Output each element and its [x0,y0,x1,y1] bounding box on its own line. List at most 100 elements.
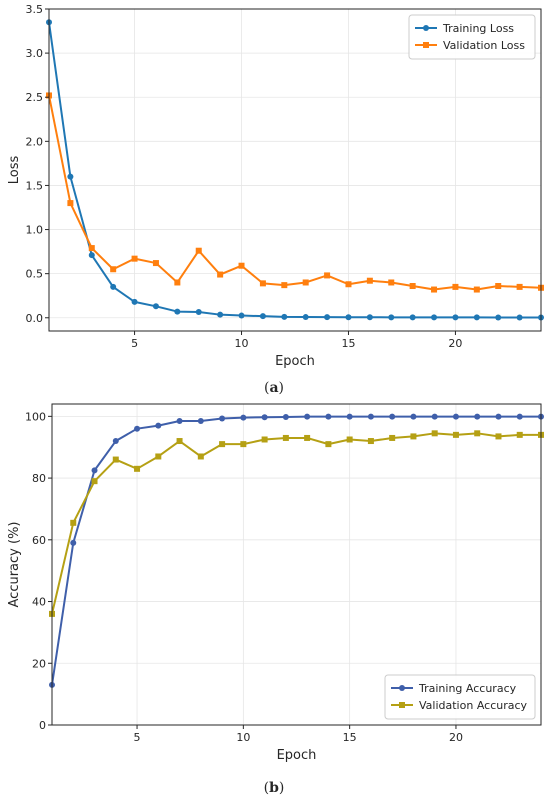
data-point [302,314,309,321]
data-point [176,417,183,424]
data-point [110,266,117,273]
y-tick-label: 100 [25,410,46,423]
data-point [304,434,311,441]
data-point [389,434,396,441]
x-tick-label: 15 [341,337,355,350]
data-point [452,283,459,290]
data-point [67,200,74,207]
legend-label: Training Accuracy [418,682,517,695]
legend-marker [423,25,429,31]
x-tick-label: 10 [236,731,250,744]
data-point [410,433,417,440]
data-point [174,279,181,286]
data-point [131,255,138,262]
data-point [238,262,245,269]
data-point [495,413,502,420]
legend-marker [399,702,405,708]
data-point [197,417,204,424]
legend-item: Training Loss [415,22,514,35]
x-axis-label: Epoch [275,354,315,369]
series-line [48,22,541,319]
x-tick-label: 10 [235,337,249,350]
data-point [131,298,138,305]
x-tick-label: 5 [131,337,138,350]
data-point [152,260,159,267]
loss-chart: 5 10 15 20 0.0 0.5 1.0 1.5 2.0 2.5 3.0 3.5 Epoch Loss… [7,3,544,369]
data-point [240,414,247,421]
data-point [431,314,438,321]
y-tick-label: 40 [32,596,46,609]
data-point [219,415,226,422]
y-tick-label: 0.5 [26,268,44,281]
data-point [389,413,396,420]
data-point [410,413,417,420]
data-point [238,312,245,319]
data-point [70,519,77,526]
data-point [474,430,481,437]
data-point [474,413,481,420]
data-point [431,286,438,293]
y-tick-label: 1.5 [26,179,44,192]
data-point [155,453,162,460]
data-point [112,438,119,445]
legend-label: Validation Loss [443,39,525,52]
data-point [240,441,247,448]
data-point [367,438,374,445]
data-point [67,173,74,180]
data-point [345,281,352,288]
y-tick-label: 3.0 [26,47,44,60]
legend-item: Validation Loss [415,39,525,52]
axes-frame [51,403,542,726]
data-point [516,283,523,290]
y-tick-label: 2.5 [26,91,44,104]
y-tick-label: 80 [32,472,46,485]
y-tick-label: 0 [39,719,46,732]
caption-a: (a) [264,380,284,396]
data-point [282,413,289,420]
x-tick-label: 5 [134,731,141,744]
data-point [366,277,373,284]
x-axis: 5 10 15 20 [131,331,462,350]
legend-label: Training Loss [442,22,514,35]
data-point [88,245,95,252]
legend-label: Validation Accuracy [419,699,528,712]
y-axis: 0.0 0.5 1.0 1.5 2.0 2.5 3.0 3.5 [26,3,49,325]
legend-marker [423,42,429,48]
data-point [91,478,98,485]
data-point [388,314,395,321]
accuracy-chart: 5 10 15 20 0 20 40 60 80 100 Epoch Accuracy (%) Trai… [7,403,544,763]
data-point [495,314,502,321]
data-point [259,313,266,320]
data-point [409,283,416,290]
data-point [155,422,162,429]
data-point [516,413,523,420]
legend: Training Loss Validation Loss [408,14,536,60]
y-tick-label: 60 [32,534,46,547]
data-point [346,436,353,443]
caption-b: (b) [264,780,285,796]
y-tick-label: 20 [32,657,46,670]
data-point [261,436,268,443]
data-point [495,283,502,290]
legend: Training Accuracy Validation Accuracy [384,674,536,720]
data-point [516,314,523,321]
data-point [88,252,95,259]
data-point [259,280,266,287]
axes-frame [48,8,542,332]
y-tick-label: 2.0 [26,135,44,148]
data-point [452,431,459,438]
x-axis: 5 10 15 20 [134,725,463,744]
data-point [217,271,224,278]
data-point [304,413,311,420]
y-tick-label: 3.5 [26,3,44,16]
legend-item: Validation Accuracy [391,699,528,712]
data-point [473,314,480,321]
data-point [431,413,438,420]
x-tick-label: 20 [448,337,462,350]
data-point [152,303,159,310]
data-point [91,467,98,474]
x-tick-label: 15 [343,731,357,744]
data-point [281,313,288,320]
data-point [325,413,332,420]
series-training-accuracy [49,413,544,688]
